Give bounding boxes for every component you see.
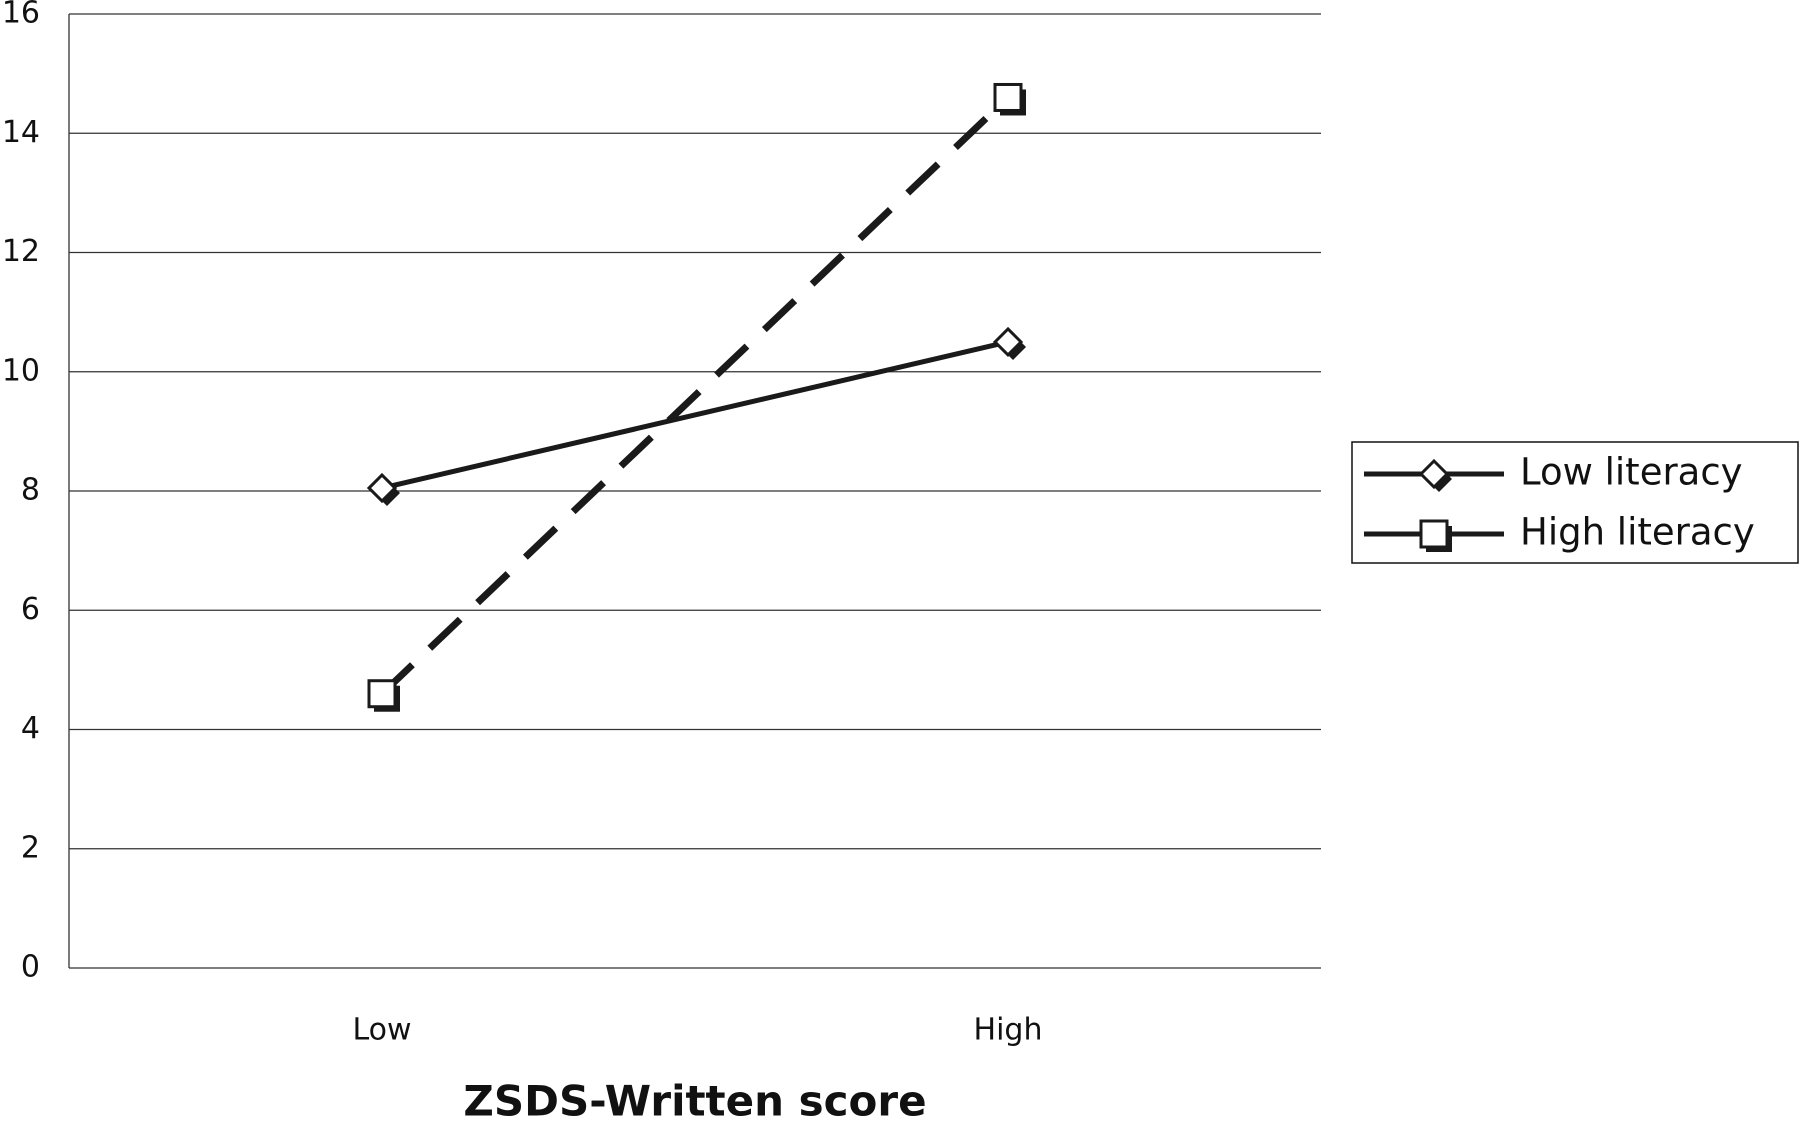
point-marker xyxy=(993,82,1023,112)
legend-label: High literacy xyxy=(1520,511,1755,554)
point-marker xyxy=(367,679,397,709)
point-marker xyxy=(366,472,398,504)
x-tick-label: High xyxy=(974,1013,1043,1048)
x-tick-label: Low xyxy=(352,1013,411,1048)
y-tick-label: 10 xyxy=(2,353,40,388)
legend-marker xyxy=(1418,458,1450,490)
x-axis-title: ZSDS-Written score xyxy=(463,1077,926,1125)
y-tick-label: 2 xyxy=(21,830,40,865)
legend-label: Low literacy xyxy=(1520,451,1743,494)
y-tick-label: 16 xyxy=(2,0,40,31)
y-tick-label: 8 xyxy=(21,473,40,508)
y-tick-label: 12 xyxy=(2,234,40,269)
y-tick-label: 0 xyxy=(21,950,40,985)
y-tick-label: 14 xyxy=(2,115,40,150)
y-tick-label: 6 xyxy=(21,592,40,627)
point-marker xyxy=(992,326,1024,358)
legend-marker xyxy=(1419,519,1449,549)
y-tick-label: 4 xyxy=(21,711,40,746)
series-line xyxy=(379,94,1011,697)
series-line xyxy=(381,339,1009,491)
